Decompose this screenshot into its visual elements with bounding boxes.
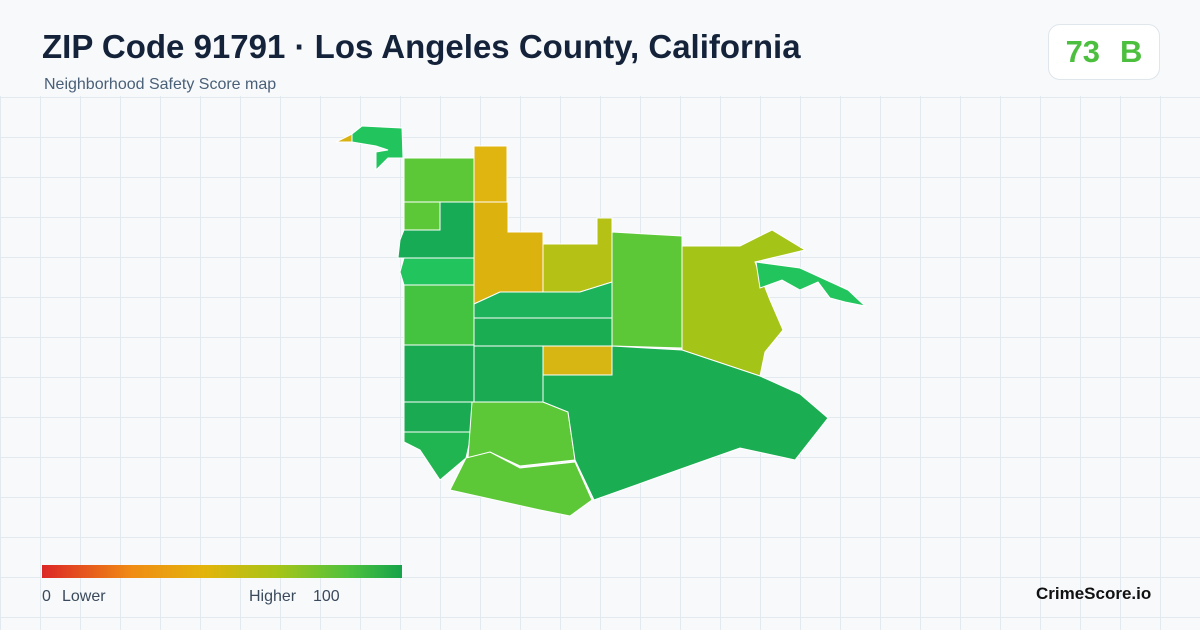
brand: CrimeScore.io — [1036, 584, 1152, 603]
region — [335, 133, 353, 143]
region — [403, 201, 441, 231]
legend-max: 100 — [313, 588, 340, 605]
region — [399, 257, 475, 286]
region — [473, 201, 544, 305]
legend-high-label: Higher — [249, 588, 297, 605]
legend-min: 0 — [42, 588, 51, 605]
score: 73 — [1065, 34, 1101, 69]
title: ZIP Code 91791 · Los Angeles County, Cal… — [42, 28, 801, 65]
region — [449, 451, 593, 517]
region — [403, 401, 473, 433]
legend-low-label: Lower — [62, 588, 106, 605]
region — [755, 261, 867, 307]
region — [473, 145, 508, 203]
region — [403, 344, 475, 403]
region — [351, 125, 404, 172]
region — [611, 231, 683, 349]
region — [473, 317, 613, 347]
region — [542, 345, 829, 501]
region — [542, 217, 613, 293]
legend-gradient — [42, 565, 402, 578]
grade: B — [1120, 34, 1143, 69]
region — [473, 345, 544, 403]
score-badge: 73 B — [1048, 24, 1160, 80]
region — [542, 345, 613, 376]
region — [403, 157, 475, 203]
region — [403, 284, 475, 346]
region — [681, 229, 807, 377]
subtitle: Neighborhood Safety Score map — [44, 76, 277, 93]
header: ZIP Code 91791 · Los Angeles County, Cal… — [0, 0, 1200, 96]
